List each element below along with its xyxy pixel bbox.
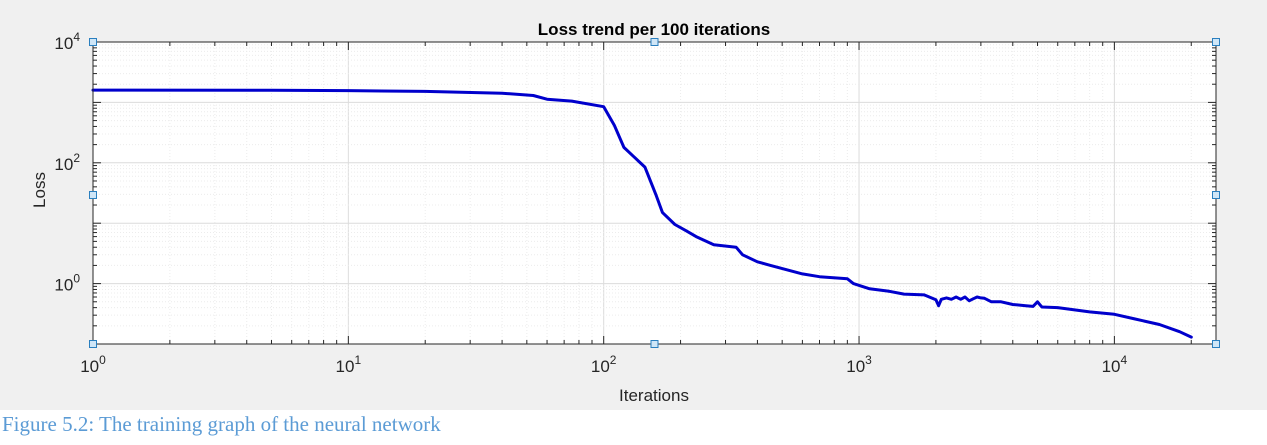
x-tick-label: 100: [80, 353, 106, 376]
loss-chart: 100 101 102 103 104 100 102 104 Loss trend per…: [30, 20, 1220, 405]
y-tick-label: 100: [54, 272, 80, 295]
series-line-0: [91, 88, 1193, 339]
x-tick-label: 101: [336, 353, 362, 376]
selection-handle[interactable]: [1212, 340, 1220, 348]
x-tick-label: 104: [1102, 353, 1128, 376]
selection-handle[interactable]: [1212, 191, 1220, 199]
selection-handle[interactable]: [650, 340, 659, 348]
chart-title: Loss trend per 100 iterations: [538, 20, 770, 39]
x-axis-title: Iterations: [619, 386, 689, 405]
x-tick-labels: 100 101 102 103 104: [80, 353, 1127, 376]
selection-handle[interactable]: [89, 38, 97, 46]
series-layer: [91, 88, 1193, 339]
y-tick-labels: 100 102 104: [54, 30, 80, 295]
figure-caption: Figure 5.2: The training graph of the ne…: [2, 412, 441, 436]
x-tick-label: 102: [591, 353, 617, 376]
y-tick-label: 102: [54, 151, 80, 174]
ticks: [92, 41, 1216, 345]
y-axis-title: Loss: [30, 172, 49, 208]
selection-handle[interactable]: [650, 38, 659, 46]
y-tick-label: 104: [54, 30, 80, 53]
selection-handles: [89, 38, 1220, 348]
selection-handle[interactable]: [1212, 38, 1220, 46]
figure-panel: 100 101 102 103 104 100 102 104 Loss trend per…: [0, 0, 1267, 410]
x-tick-label: 103: [846, 353, 872, 376]
selection-handle[interactable]: [89, 340, 97, 348]
selection-handle[interactable]: [89, 191, 97, 199]
